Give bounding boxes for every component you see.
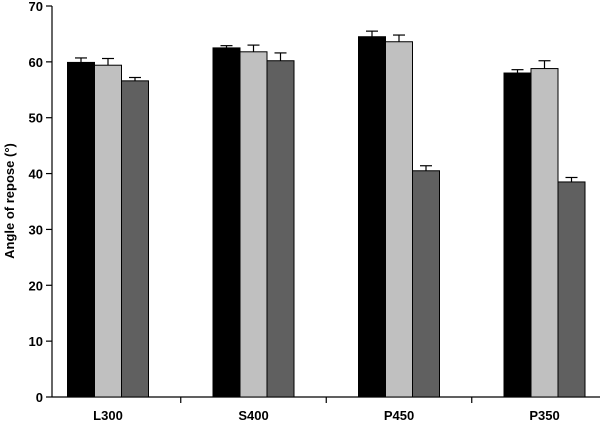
y-tick-label: 40 xyxy=(29,167,43,182)
y-tick-label: 50 xyxy=(29,111,43,126)
bar-l300-s1 xyxy=(67,61,95,398)
bar-p450-s2 xyxy=(385,41,413,398)
x-tick-label: S400 xyxy=(238,408,268,423)
y-tick-label: 0 xyxy=(36,390,43,405)
bar-s400-s1 xyxy=(212,47,241,398)
bar-p350-s3 xyxy=(557,181,586,398)
y-tick-label: 10 xyxy=(29,334,43,349)
bar-p450-s3 xyxy=(412,170,440,398)
bar-s400-s3 xyxy=(266,60,295,398)
bar-l300-s3 xyxy=(121,80,149,398)
x-tick-label: L300 xyxy=(93,408,123,423)
y-tick-label: 20 xyxy=(29,278,43,293)
y-tick-label: 30 xyxy=(29,222,43,237)
y-tick-label: 60 xyxy=(29,55,43,70)
bar-s400-s2 xyxy=(239,51,268,398)
bar-p350-s1 xyxy=(503,72,532,398)
bar-p350-s2 xyxy=(530,68,559,398)
x-tick-label: P450 xyxy=(384,408,414,423)
bar-l300-s2 xyxy=(94,64,122,398)
y-axis-title: Angle of repose (°) xyxy=(2,143,17,259)
plot-area: 0 10 20 30 40 50 60 70 L300 S400 P450 P350 xyxy=(29,0,600,423)
bar-p450-s1 xyxy=(358,36,386,398)
x-tick-label: P350 xyxy=(529,408,559,423)
y-tick-label: 70 xyxy=(29,0,43,14)
